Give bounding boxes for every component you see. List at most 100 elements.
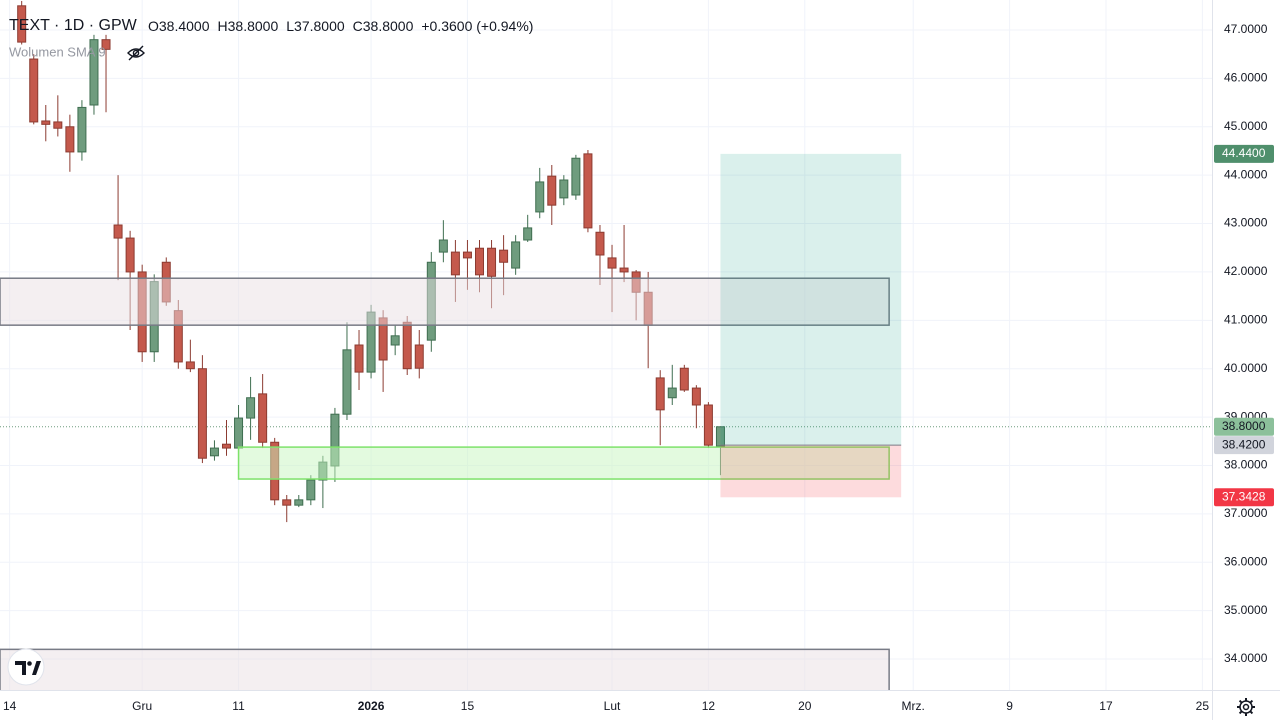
candle-body [101,39,111,50]
candle-body [342,349,352,415]
y-tick-label: 43.0000 [1224,216,1268,230]
y-tick-label: 38.0000 [1224,458,1268,472]
candle-body [535,181,545,213]
candle-body [354,344,364,373]
tradingview-logo[interactable] [7,648,45,686]
candle-body [523,227,533,241]
indicator-label: Wolumen SMA 9 [9,44,106,59]
candle-body [125,237,135,273]
zone [237,446,890,480]
y-tick-label: 47.0000 [1224,22,1268,36]
candle-body [282,499,292,506]
candle-body [29,58,39,123]
candle-body [559,179,569,199]
ohlc-value: 37.8000 [294,18,345,34]
candle-body [258,393,268,443]
candle-body [691,387,701,406]
ohlc-value: 38.4000 [159,18,210,34]
y-tick-label: 45.0000 [1224,119,1268,133]
candle-body [234,417,244,449]
x-tick-label: 25 [1196,699,1210,713]
ohlc-value: 38.8000 [363,18,414,34]
x-tick-label: 15 [461,699,475,713]
settings-icon[interactable] [1237,698,1255,716]
candle-body [17,5,27,43]
candle-body [438,239,448,253]
candle-body [414,344,424,369]
y-tick-label: 46.0000 [1224,71,1268,85]
candle-body [77,106,87,153]
change: +0.3600 (+0.94%) [421,18,533,34]
x-tick-label: 12 [702,699,716,713]
y-tick-label: 37.0000 [1224,506,1268,520]
candle-body [65,126,75,153]
ohlc-key: H [218,18,228,34]
candle-body [221,443,231,449]
ohlc-key: L [286,18,294,34]
candle-body [487,247,497,277]
ohlc-key: O [148,18,159,34]
candle-body [619,267,629,273]
x-tick-label: 9 [1006,699,1013,713]
ohlc-value: 38.8000 [228,18,279,34]
price-badge-label: 38.4200 [1222,437,1266,451]
y-tick-label: 40.0000 [1224,361,1268,375]
price-badge [1214,436,1274,455]
axes: 34.000035.000036.000037.000038.000039.00… [3,22,1274,713]
candle-body [583,153,593,229]
candle-body [511,241,521,269]
y-tick-label: 44.0000 [1224,167,1268,181]
candle-body [197,368,207,459]
y-tick-label: 34.0000 [1224,651,1268,665]
y-tick-label: 36.0000 [1224,554,1268,568]
zone [0,648,890,690]
x-tick-label: Gru [132,699,152,713]
candle-body [474,247,484,276]
candle-body [667,387,677,399]
candle-body [571,157,581,196]
candle-body [499,249,509,263]
price-badge [1214,488,1274,507]
candle-body [53,121,63,129]
price-badge [1214,417,1274,436]
candle-body [450,251,460,276]
candle-body [547,175,557,206]
candle-body [390,335,400,346]
y-tick-label: 35.0000 [1224,603,1268,617]
profit-zone [720,153,902,446]
price-badge [1214,144,1274,163]
candle-body [246,397,256,419]
candle-body [715,426,725,447]
candle-body [595,231,605,256]
price-badge-label: 37.3428 [1222,489,1266,503]
x-tick-label: 20 [798,699,812,713]
price-badge-label: 38.8000 [1222,419,1266,433]
candle-body [462,251,472,259]
symbol: TEXT · 1D · GPW [9,17,138,34]
price-badge-label: 44.4400 [1222,146,1266,160]
candle-body [655,377,665,411]
candle-body [113,224,123,239]
x-tick-label: 11 [232,699,245,713]
y-tick-label: 41.0000 [1224,312,1268,326]
candle-body [41,120,51,125]
loss-zone [720,445,902,498]
candle-body [306,479,316,501]
candle-body [294,499,304,506]
ohlc: O38.4000 H38.8000 L37.8000 C38.8000 +0.3600 … [148,18,533,34]
candle-body [185,361,195,370]
zone [0,277,890,326]
y-tick-label: 42.0000 [1224,264,1268,278]
candle-body [703,404,713,446]
candle-body [679,367,689,391]
candle-body [209,447,219,457]
x-tick-label: 14 [3,699,17,713]
x-tick-label: Mrz. [902,699,925,713]
drawings [0,153,902,690]
legend: TEXT · 1D · GPW O38.4000 H38.8000 L37.8000… [9,17,533,61]
x-tick-label: Lut [604,699,621,713]
x-tick-label: 2026 [358,699,385,713]
visibility-icon[interactable] [127,45,145,61]
